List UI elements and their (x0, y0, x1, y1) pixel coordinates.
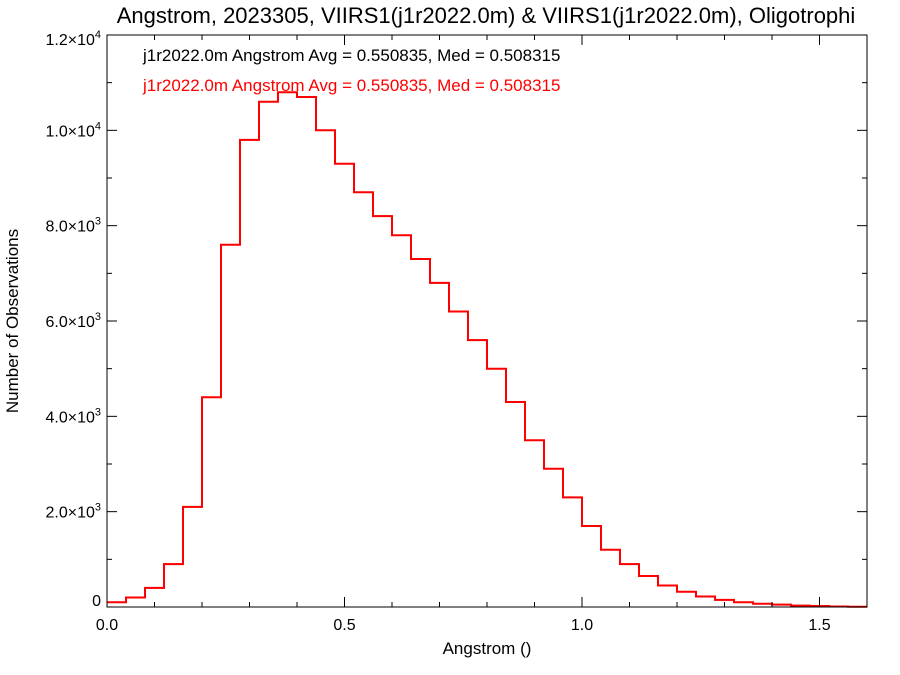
y-tick-exponent: 4 (95, 29, 101, 41)
x-tick-label: 0.5 (333, 617, 355, 634)
y-tick-exponent: 3 (95, 311, 101, 323)
series-layer (107, 91, 867, 608)
y-tick-mantissa: 0 (92, 593, 101, 610)
y-axis: 02.0×1034.0×1036.0×1038.0×1031.0×1041.2×… (45, 29, 867, 610)
y-tick-mantissa: 6.0×10 (45, 314, 94, 331)
y-tick-mantissa: 4.0×10 (45, 409, 94, 426)
x-tick-label: 1.5 (808, 617, 830, 634)
y-tick-label: 0 (92, 593, 101, 610)
x-tick-label: 0.0 (96, 617, 118, 634)
x-axis-label: Angstrom () (443, 639, 532, 658)
x-tick-label: 1.0 (571, 617, 593, 634)
y-tick-label: 4.0×103 (45, 406, 101, 426)
y-tick-label: 2.0×103 (45, 502, 101, 522)
y-axis-label: Number of Observations (3, 229, 22, 413)
annotation-black: j1r2022.0m Angstrom Avg = 0.550835, Med … (142, 46, 560, 65)
y-tick-label: 8.0×103 (45, 216, 101, 236)
y-tick-exponent: 4 (95, 120, 101, 132)
y-tick-mantissa: 8.0×10 (45, 219, 94, 236)
y-tick-exponent: 3 (95, 406, 101, 418)
y-tick-label: 6.0×103 (45, 311, 101, 331)
y-tick-exponent: 3 (95, 216, 101, 228)
y-tick-mantissa: 1.2×10 (45, 32, 94, 49)
chart-title: Angstrom, 2023305, VIIRS1(j1r2022.0m) & … (117, 3, 856, 28)
x-axis: 0.0 0.5 1.0 1.5 (96, 35, 831, 634)
y-tick-label: 1.2×104 (45, 29, 101, 49)
y-tick-mantissa: 2.0×10 (45, 505, 94, 522)
annotation-red: j1r2022.0m Angstrom Avg = 0.550835, Med … (142, 76, 560, 95)
y-tick-mantissa: 1.0×10 (45, 123, 94, 140)
y-tick-exponent: 3 (95, 502, 101, 514)
y-tick-label: 1.0×104 (45, 120, 101, 140)
series-line-1 (107, 91, 867, 608)
